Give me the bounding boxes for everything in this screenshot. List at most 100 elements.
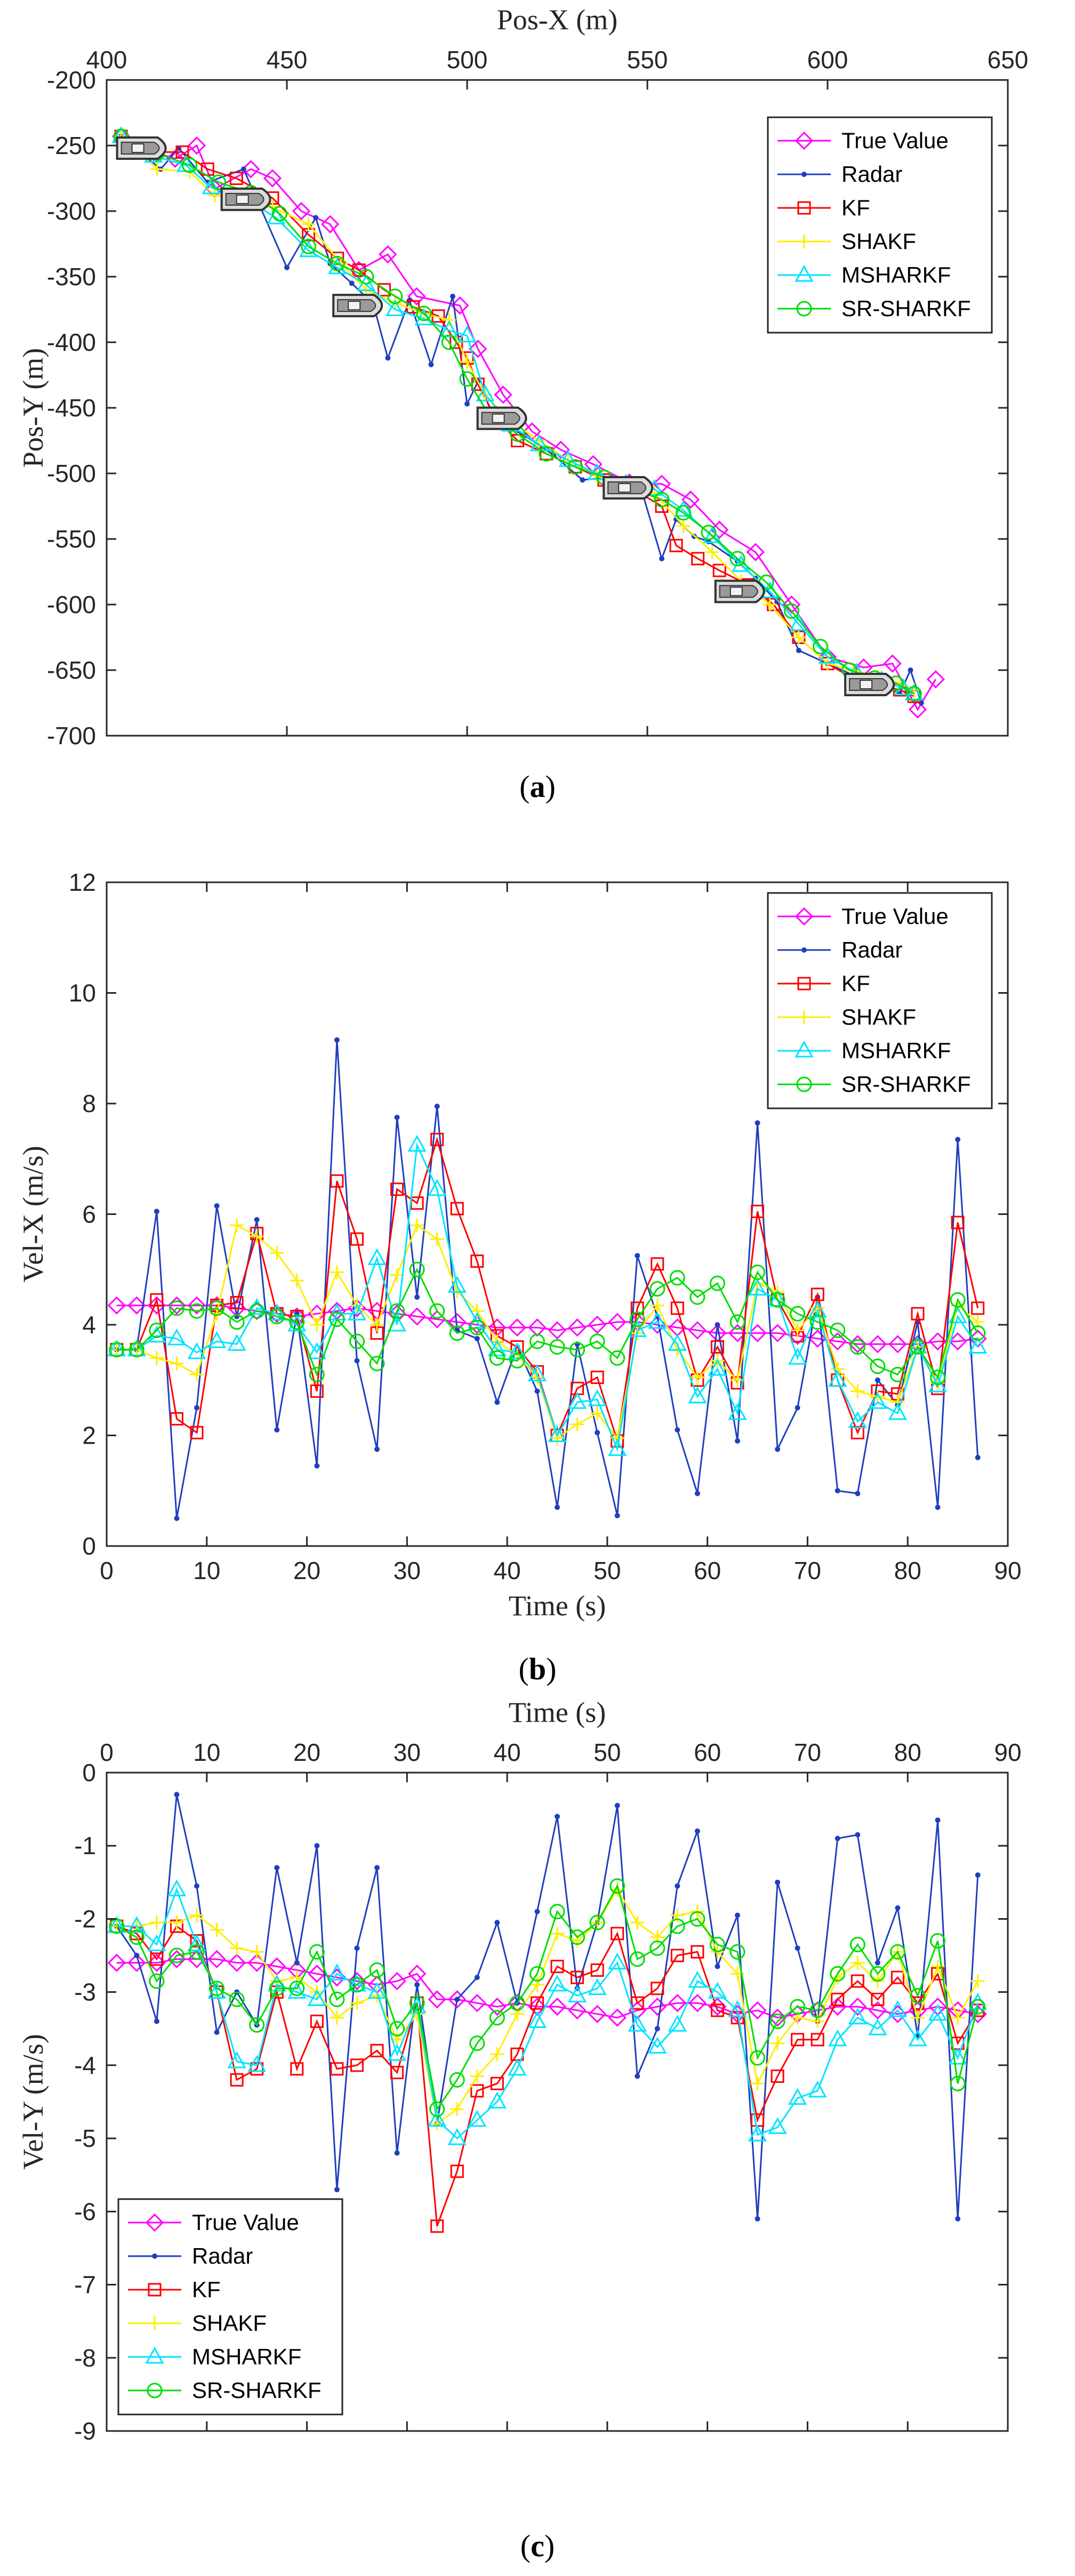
data-point [935, 1504, 941, 1510]
data-point [788, 2088, 807, 2105]
data-point [809, 1314, 825, 1330]
data-point [975, 1872, 981, 1878]
data-point [635, 2073, 640, 2079]
data-point [709, 1936, 725, 1952]
data-point [194, 1405, 199, 1411]
y-tick-label: -450 [47, 394, 96, 422]
data-point [194, 1883, 199, 1889]
data-point [788, 1348, 807, 1365]
ship-cabin [492, 413, 505, 423]
data-point [147, 1934, 166, 1951]
legend-marker [145, 2213, 164, 2232]
data-point [868, 2018, 887, 2035]
data-point [301, 217, 316, 231]
legend-marker [797, 235, 811, 248]
legend-label: SHAKF [192, 2311, 267, 2336]
legend-marker [148, 2283, 162, 2297]
ship-cabin [236, 194, 249, 204]
data-point [468, 1994, 486, 2012]
legend-label: MSHARKF [841, 262, 951, 287]
legend: True Value Radar KF SHAKF MSHARKF SR-SHARKF [117, 2198, 343, 2416]
data-point [330, 2010, 344, 2025]
data-point [673, 517, 679, 522]
data-point [434, 1104, 440, 1109]
series-line-true-value [121, 135, 937, 711]
data-point [715, 1963, 720, 1969]
data-point [648, 2036, 667, 2054]
data-point [329, 1311, 345, 1327]
legend-marker [796, 1076, 812, 1092]
data-point [908, 1337, 927, 1354]
x-tick-label: 40 [494, 1738, 521, 1766]
data-point [688, 1994, 707, 2012]
y-tick-label: -400 [47, 328, 96, 356]
data-point [387, 288, 403, 304]
data-point [334, 2187, 340, 2193]
data-point [190, 1426, 204, 1439]
data-point [608, 2008, 627, 2027]
x-axis-label: Time (s) [509, 1590, 606, 1622]
legend-label: SR-SHARKF [841, 1072, 971, 1097]
ship-icon [476, 406, 527, 430]
y-tick-label: 8 [82, 1090, 96, 1117]
data-point [470, 1304, 484, 1318]
series-line-msharkf [116, 1887, 979, 2140]
data-point [669, 1918, 685, 1934]
data-point [690, 1370, 704, 1384]
data-point [127, 1953, 146, 1972]
data-point [668, 1334, 687, 1351]
data-point [649, 1281, 665, 1297]
data-point [489, 1350, 505, 1366]
x-tick-label: 70 [794, 1738, 821, 1766]
chart-b: 0 10 20 30 40 50 60 70 80 90 0 2 4 6 8 10 12 Time (s) Vel-… [17, 868, 1022, 1686]
series-line-radar [116, 1040, 979, 1519]
data-point [490, 2047, 504, 2062]
data-point [830, 1966, 846, 1982]
legend: True Value Radar KF SHAKF MSHARKF SR-SHARKF [767, 892, 993, 1109]
data-point [675, 1883, 680, 1889]
data-point [908, 667, 913, 673]
data-point [768, 1290, 787, 1307]
data-point [570, 1417, 584, 1431]
data-point [349, 1977, 365, 1993]
data-point [407, 287, 426, 306]
data-point [875, 1960, 880, 1966]
series-line-shakf [116, 1888, 979, 2126]
data-point [379, 245, 397, 264]
data-point [370, 1318, 384, 1332]
data-point [448, 1990, 467, 2009]
data-point [247, 1298, 267, 1315]
data-point [812, 639, 828, 655]
legend-marker [796, 301, 812, 317]
x-tick-label: 60 [694, 1557, 721, 1584]
data-point [906, 686, 922, 702]
data-point [948, 1332, 967, 1351]
data-point [529, 1333, 545, 1349]
data-point [808, 1300, 827, 1318]
data-point [970, 1999, 986, 2015]
data-point [628, 1320, 647, 1337]
data-point [703, 526, 722, 543]
chart-c: 0 10 20 30 40 50 60 70 80 90 0 -1 -2 -3 -4 -5 -6 -7 -8 -9 Ti… [17, 1696, 1022, 2563]
data-point [454, 1997, 460, 2002]
data-point [975, 1455, 981, 1460]
data-point [167, 1328, 186, 1346]
x-axis-label: Time (s) [509, 1696, 606, 1728]
data-point [149, 1915, 164, 1930]
data-point [608, 1313, 627, 1331]
data-point [630, 1996, 644, 2010]
data-point [548, 1425, 567, 1442]
caption-letter: c [531, 2529, 544, 2563]
data-point [868, 2001, 887, 2020]
legend-box [767, 892, 993, 1109]
series-line-kf [116, 1137, 979, 1442]
data-point [790, 1999, 806, 2015]
y-tick-label: 4 [82, 1311, 96, 1339]
legend-marker [795, 131, 814, 150]
data-point [509, 1995, 525, 2011]
y-tick-label: 10 [69, 979, 96, 1007]
data-point [688, 1386, 707, 1404]
data-point [809, 2002, 825, 2018]
data-point [849, 1936, 865, 1952]
data-point [712, 564, 726, 577]
